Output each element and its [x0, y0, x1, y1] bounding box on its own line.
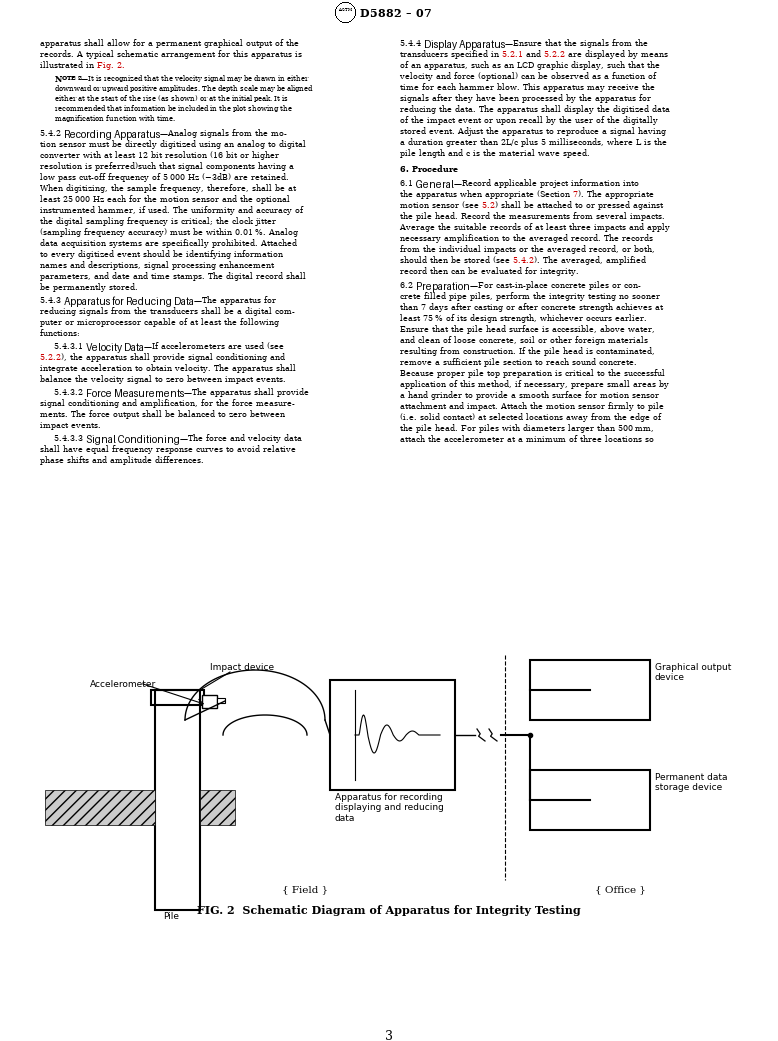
Bar	[217, 699, 225, 703]
Bar	[200, 790, 235, 826]
Text: Permanent data
storage device: Permanent data storage device	[655, 773, 727, 792]
Bar	[202, 695, 217, 708]
Text: Pile: Pile	[163, 912, 179, 921]
Bar	[530, 770, 650, 830]
Bar	[530, 660, 650, 720]
Text: Apparatus for recording
displaying and reducing
data: Apparatus for recording displaying and r…	[335, 793, 444, 822]
Text: FIG. 2  Schematic Diagram of Apparatus for Integrity Testing: FIG. 2 Schematic Diagram of Apparatus fo…	[197, 905, 581, 916]
Text: { Office }: { Office }	[594, 885, 646, 894]
Bar	[45, 790, 155, 826]
Text: Accelerometer: Accelerometer	[90, 680, 156, 689]
Text: Graphical output
device: Graphical output device	[655, 663, 731, 683]
Bar	[151, 690, 204, 705]
Text: Impact device: Impact device	[210, 663, 274, 672]
Text: 3: 3	[385, 1030, 393, 1041]
Bar	[155, 690, 200, 910]
Text: { Field }: { Field }	[282, 885, 328, 894]
Bar	[330, 680, 455, 790]
